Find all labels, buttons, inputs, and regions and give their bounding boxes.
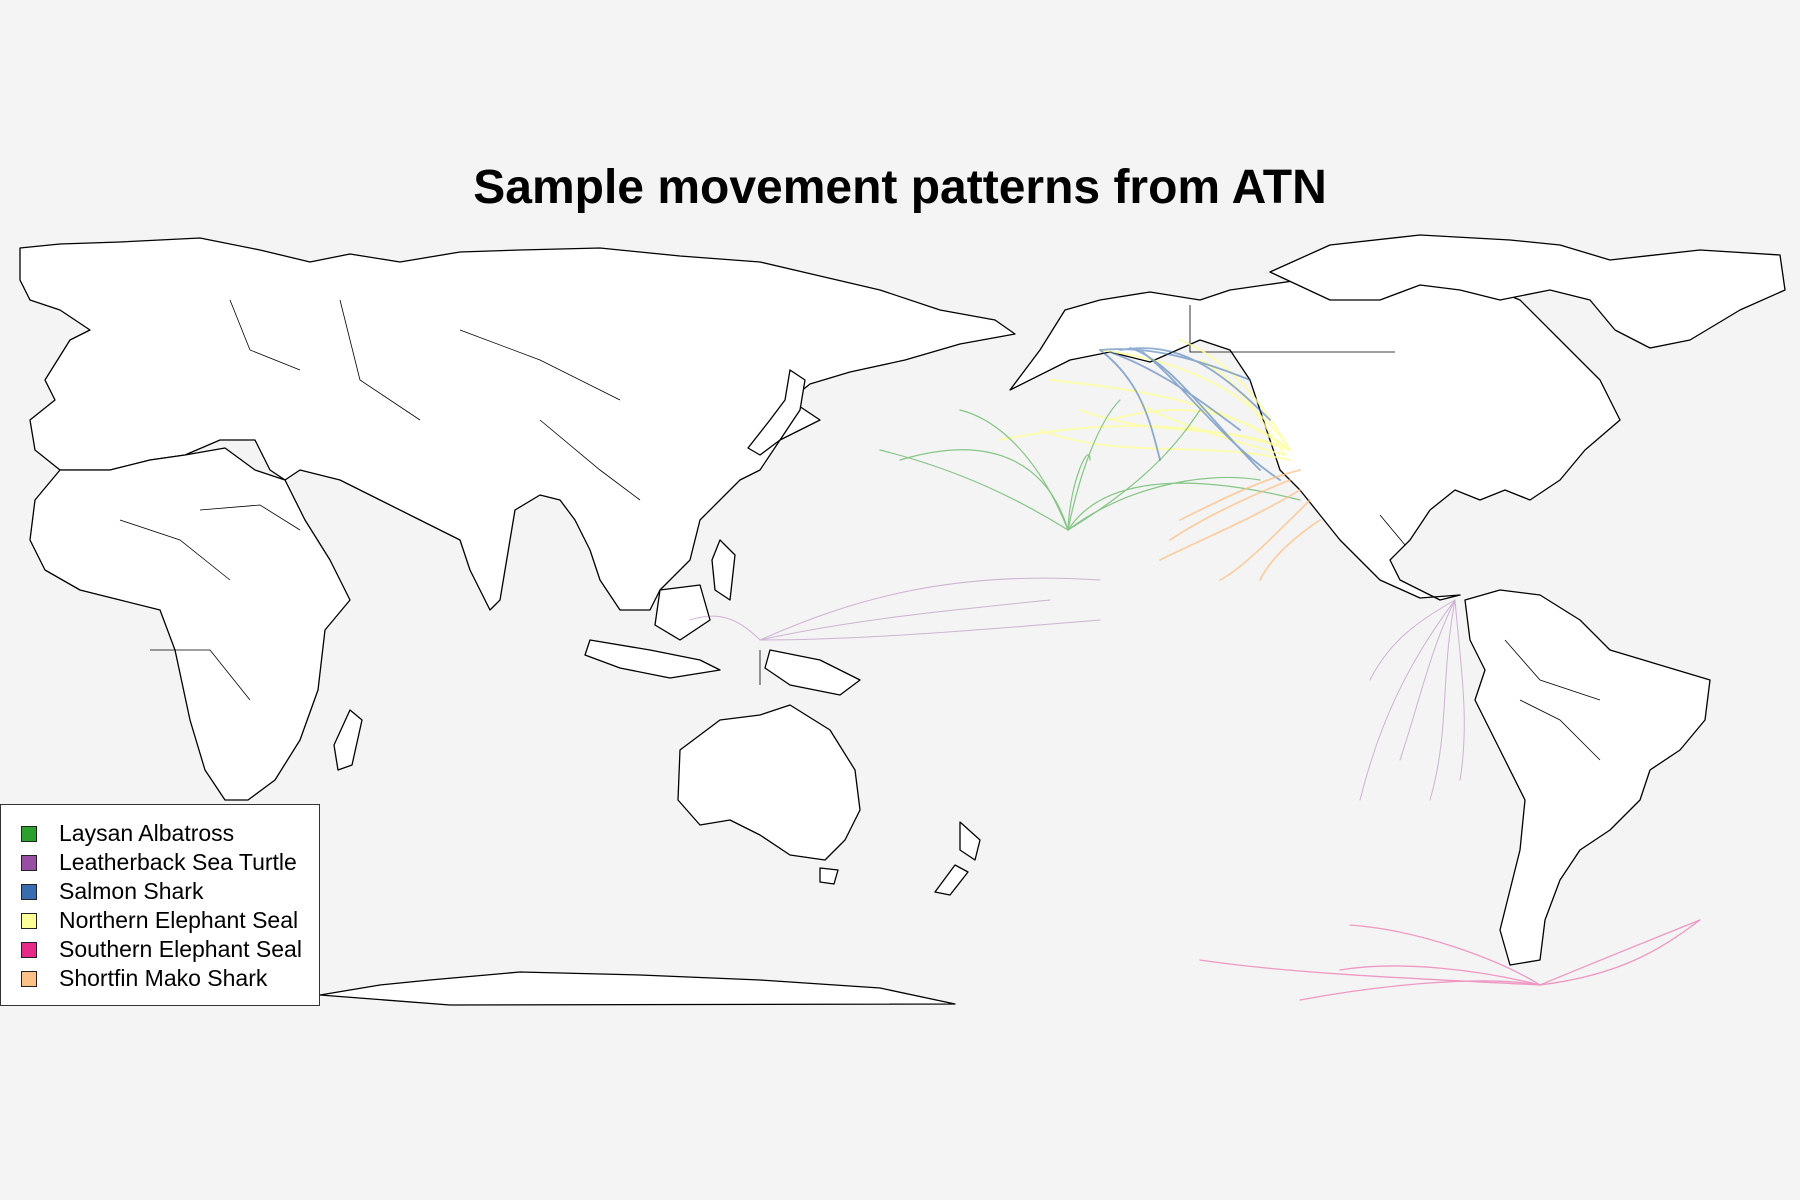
legend-swatch-leatherback-sea-turtle: [21, 854, 37, 871]
land-antarctica: [319, 971, 956, 1006]
legend-swatch-laysan-albatross: [21, 825, 37, 842]
legend: Laysan Albatross Leatherback Sea Turtle …: [0, 804, 320, 1006]
legend-label: Northern Elephant Seal: [59, 907, 299, 933]
tracks-northern-elephant-seal: [999, 339, 1291, 461]
map-title: Sample movement patterns from ATN: [473, 161, 1327, 214]
legend-swatch-shortfin-mako-shark: [21, 970, 37, 987]
land-africa: [29, 447, 351, 801]
legend-label: Salmon Shark: [59, 878, 204, 904]
tracks-southern-elephant-seal: [1199, 919, 1701, 1001]
land-madagascar: [333, 709, 363, 771]
land-japan: [747, 369, 806, 456]
landmasses: [19, 234, 1786, 1006]
tracks-shortfin-mako-shark: [1159, 469, 1321, 581]
legend-label: Southern Elephant Seal: [59, 936, 302, 962]
tracks-laysan-albatross: [879, 399, 1301, 531]
legend-item: Shortfin Mako Shark: [21, 964, 319, 993]
land-indonesia: [584, 639, 721, 679]
land-new-guinea: [764, 649, 861, 696]
tracks-salmon-shark: [1099, 347, 1281, 481]
land-north-america: [1009, 274, 1621, 601]
legend-item: Southern Elephant Seal: [21, 935, 319, 964]
land-greenland: [1269, 234, 1786, 349]
land-australia: [677, 704, 861, 861]
land-borneo: [654, 584, 711, 641]
legend-label: Laysan Albatross: [59, 820, 235, 846]
legend-label: Shortfin Mako Shark: [59, 965, 268, 991]
tracks-leatherback-sea-turtle: [689, 577, 1465, 801]
land-tasmania: [819, 867, 839, 885]
legend-swatch-salmon-shark: [21, 883, 37, 900]
land-south-america: [1464, 589, 1711, 966]
animal-tracks: [689, 339, 1701, 1001]
legend-item: Laysan Albatross: [21, 819, 319, 848]
land-philippines: [711, 539, 736, 601]
legend-swatch-southern-elephant-seal: [21, 941, 37, 958]
legend-item: Northern Elephant Seal: [21, 906, 319, 935]
legend-item: Leatherback Sea Turtle: [21, 848, 319, 877]
legend-item: Salmon Shark: [21, 877, 319, 906]
legend-swatch-northern-elephant-seal: [21, 912, 37, 929]
land-new-zealand: [934, 821, 981, 896]
legend-label: Leatherback Sea Turtle: [59, 849, 297, 875]
country-borders: [119, 299, 1601, 761]
